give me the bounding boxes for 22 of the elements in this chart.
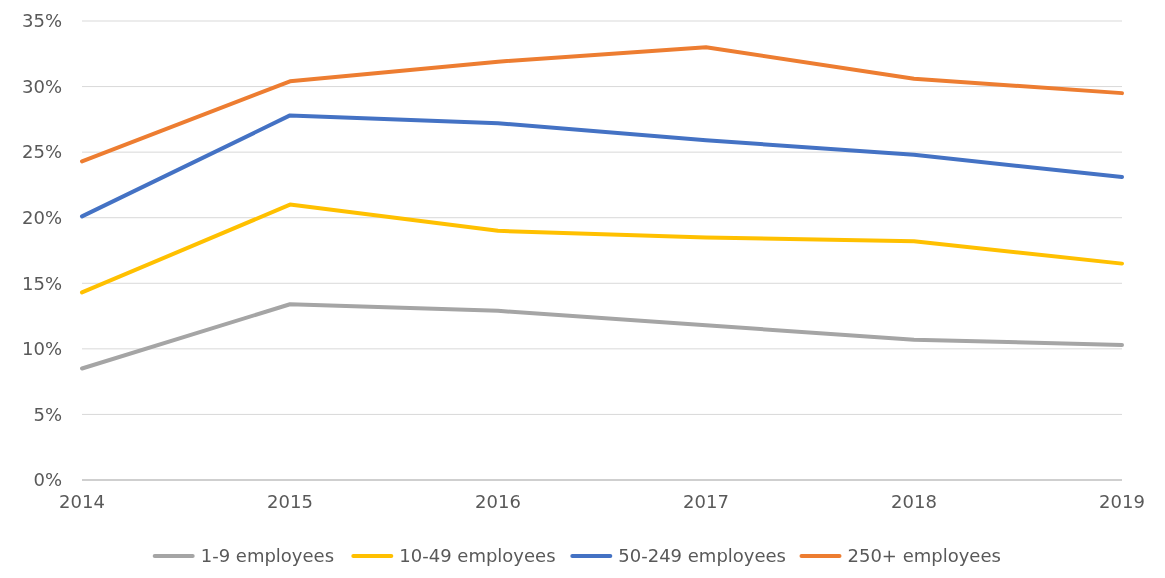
y-tick-label: 10%: [21, 338, 62, 360]
y-tick-label: 20%: [21, 207, 62, 229]
x-tick-label: 2017: [683, 491, 729, 512]
y-tick-label: 25%: [21, 141, 62, 163]
legend-label: 1-9 employees: [200, 545, 335, 567]
x-tick-label: 2018: [891, 491, 937, 512]
line-series: [80, 202, 1124, 295]
x-tick-label: 2014: [59, 491, 105, 512]
x-tick-label: 2016: [475, 491, 521, 512]
line-series: [80, 45, 1124, 164]
legend-label: 50-249 employees: [618, 545, 787, 567]
line-series: [80, 113, 1124, 219]
legend-label: 10-49 employees: [399, 545, 556, 567]
y-tick-label: 5%: [33, 403, 62, 425]
x-tick-label: 2015: [267, 491, 313, 512]
y-tick-label: 30%: [21, 75, 62, 97]
line-series: [80, 302, 1124, 371]
y-tick-label: 15%: [21, 272, 62, 294]
y-tick-label: 35%: [21, 10, 62, 32]
legend-label: 250+ employees: [847, 545, 1001, 567]
x-tick-label: 2019: [1099, 491, 1145, 512]
y-tick-label: 0%: [33, 469, 62, 491]
